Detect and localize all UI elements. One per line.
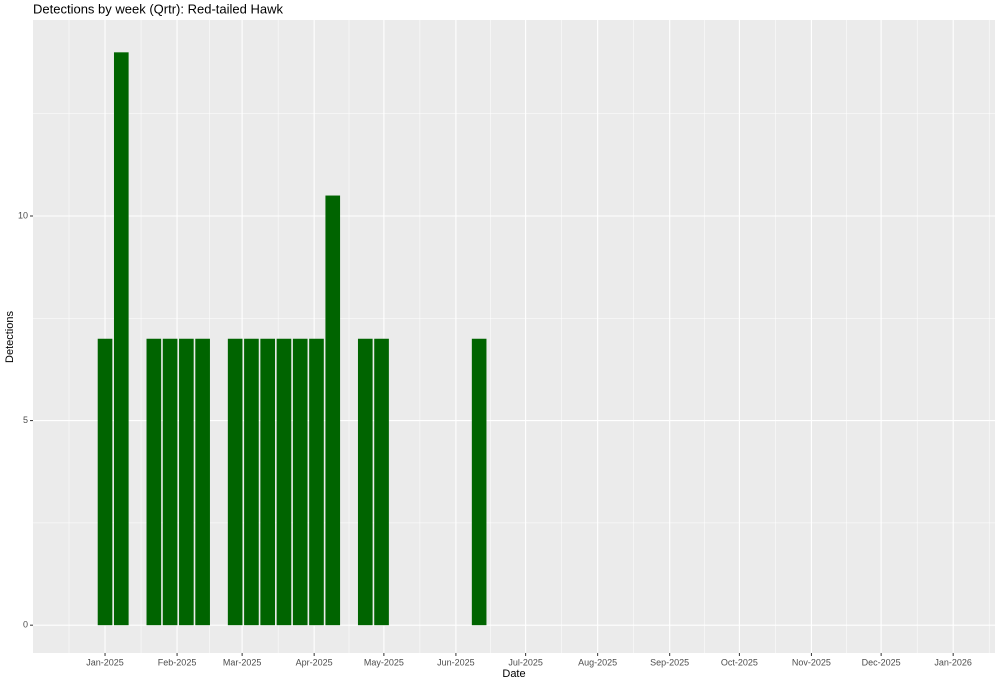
bar <box>113 52 129 626</box>
x-tick-label: Jan-2025 <box>86 657 124 667</box>
bar <box>374 338 389 626</box>
bar <box>146 338 162 626</box>
bar <box>162 338 178 626</box>
chart-title: Detections by week (Qrtr): Red-tailed Ha… <box>33 1 283 16</box>
x-tick-label: Jan-2026 <box>934 657 972 667</box>
x-tick-label: Jul-2025 <box>508 657 543 667</box>
x-axis-title: Date <box>502 668 525 680</box>
y-tick-label: 0 <box>23 620 28 630</box>
bar <box>357 338 373 626</box>
bar <box>325 195 341 626</box>
x-tick-label: Mar-2025 <box>223 657 262 667</box>
x-tick-label: Dec-2025 <box>862 657 901 667</box>
bar <box>309 338 324 626</box>
x-tick-label: Apr-2025 <box>296 657 333 667</box>
x-tick-label: Sep-2025 <box>650 657 689 667</box>
bar <box>195 338 210 626</box>
y-tick-label: 10 <box>18 210 28 220</box>
bar <box>260 338 276 626</box>
x-tick-label: Jun-2025 <box>437 657 475 667</box>
bar <box>292 338 308 626</box>
bar <box>244 338 259 626</box>
bar <box>97 338 113 626</box>
bar <box>227 338 243 626</box>
x-tick-label: May-2025 <box>364 657 404 667</box>
bar <box>276 338 292 626</box>
x-tick-label: Nov-2025 <box>792 657 831 667</box>
x-tick-label: Feb-2025 <box>158 657 197 667</box>
bar <box>471 338 487 626</box>
x-tick-label: Aug-2025 <box>578 657 617 667</box>
bar <box>179 338 194 626</box>
x-tick-label: Oct-2025 <box>721 657 758 667</box>
y-tick-label: 5 <box>23 415 28 425</box>
y-axis-title: Detections <box>4 311 16 363</box>
